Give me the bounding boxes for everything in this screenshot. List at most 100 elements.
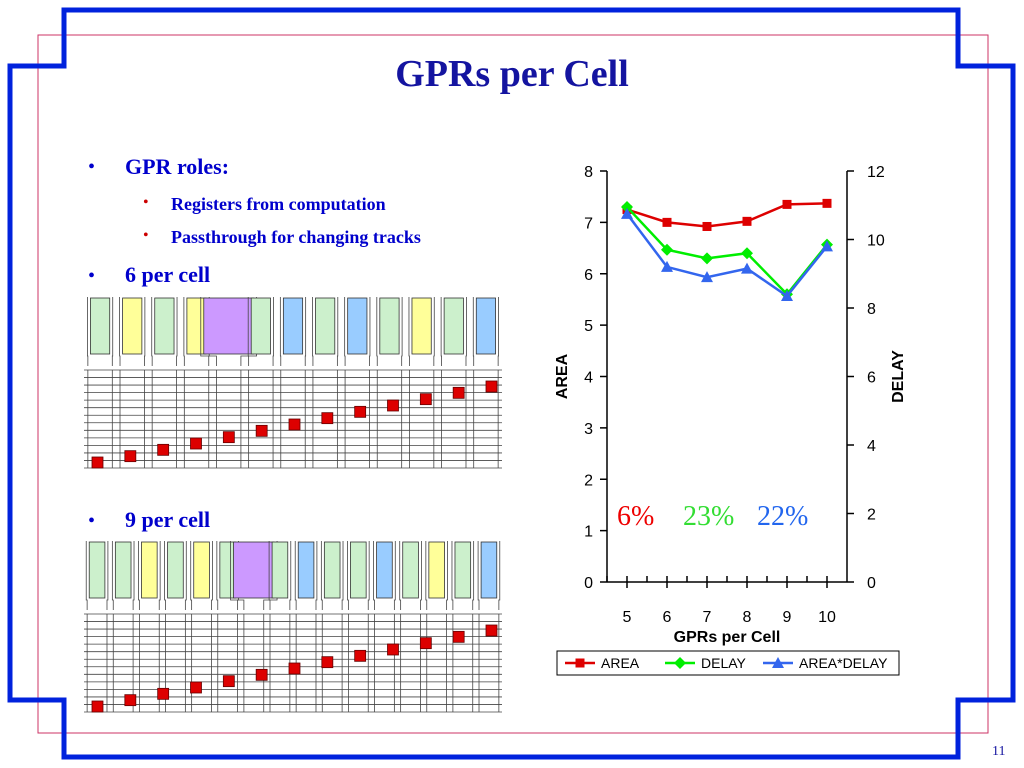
cell-outline xyxy=(399,541,422,610)
data-point xyxy=(621,200,633,213)
register-cell xyxy=(402,541,419,599)
register-marker xyxy=(321,656,334,669)
register-cell xyxy=(443,297,464,355)
bullet-gpr-roles: GPR roles: xyxy=(125,154,230,179)
bullet-dot: • xyxy=(88,510,96,532)
x-tick-label: 7 xyxy=(703,609,712,626)
legend-marker xyxy=(772,657,784,668)
register-marker xyxy=(91,700,104,713)
y-tick-label: 4 xyxy=(584,370,593,387)
y-tick-label: 1 xyxy=(584,524,593,541)
cell-outline xyxy=(85,541,109,610)
bullet-list: • GPR roles: • Registers from computatio… xyxy=(88,154,421,532)
register-cell xyxy=(480,541,498,599)
register-cell xyxy=(428,541,445,599)
slide-title: GPRs per Cell xyxy=(395,53,629,95)
legend-marker xyxy=(674,657,686,669)
data-point xyxy=(781,290,793,302)
register-cell xyxy=(114,541,132,599)
y2-tick-label: 10 xyxy=(867,233,885,250)
register-cell xyxy=(411,297,432,355)
cell-outline xyxy=(111,541,135,610)
sub-bullet-passthrough: Passthrough for changing tracks xyxy=(171,227,421,247)
register-marker xyxy=(255,668,268,681)
register-cell xyxy=(297,541,315,599)
cell-outline xyxy=(344,297,371,366)
y2-tick-label: 4 xyxy=(867,438,876,455)
y-tick-label: 3 xyxy=(584,421,593,438)
y-tick-label: 7 xyxy=(584,215,593,232)
cell-outline xyxy=(425,541,448,610)
y2-tick-label: 0 xyxy=(867,575,876,592)
cell-outline xyxy=(164,541,187,610)
register-marker xyxy=(354,649,367,662)
register-marker xyxy=(419,393,432,406)
inner-border xyxy=(37,34,989,734)
register-cell xyxy=(186,297,207,355)
y-tick-label: 2 xyxy=(584,472,593,489)
data-point xyxy=(741,247,753,260)
data-point xyxy=(621,207,633,219)
cell-outline xyxy=(408,297,435,366)
register-marker xyxy=(321,412,334,425)
y2-tick-label: 6 xyxy=(867,370,876,387)
register-marker xyxy=(124,694,137,707)
cell-outline xyxy=(472,297,499,366)
cell-outline xyxy=(190,541,213,610)
y2-tick-label: 12 xyxy=(867,164,885,181)
register-marker xyxy=(387,399,399,412)
bullet-dot: • xyxy=(88,265,96,287)
cell-outline xyxy=(294,541,318,610)
cell-outline xyxy=(268,541,292,610)
percent-annotation: 22% xyxy=(757,501,808,532)
register-cell xyxy=(271,541,289,599)
register-marker xyxy=(91,456,104,469)
six-per-cell-diagram xyxy=(84,297,502,469)
cell-outline xyxy=(451,541,475,610)
legend-box xyxy=(556,650,900,676)
data-point xyxy=(702,221,712,231)
register-marker xyxy=(419,637,432,650)
cell-outline xyxy=(87,297,114,366)
cell-outline xyxy=(373,541,396,610)
register-cell xyxy=(88,541,106,599)
cell-outline xyxy=(320,541,344,610)
register-cell xyxy=(141,541,158,599)
page-number: 11 xyxy=(992,744,1006,759)
nine-per-cell-diagram xyxy=(84,541,502,713)
register-marker xyxy=(124,450,137,463)
percent-annotation: 6% xyxy=(617,501,654,532)
register-marker xyxy=(288,662,301,675)
register-cell xyxy=(167,541,184,599)
data-point xyxy=(661,243,673,256)
bullet-six-per-cell: 6 per cell xyxy=(125,262,211,287)
register-marker xyxy=(452,630,465,643)
y-tick-label: 6 xyxy=(584,267,593,284)
register-marker xyxy=(222,675,235,688)
register-cell xyxy=(454,541,472,599)
register-cell xyxy=(90,297,111,355)
register-marker xyxy=(452,386,465,399)
data-point xyxy=(701,252,713,265)
register-cell xyxy=(379,297,400,355)
register-cell xyxy=(154,297,175,355)
cell-outline xyxy=(440,297,467,366)
bullet-dot: • xyxy=(88,156,96,178)
cell-outline xyxy=(119,297,146,366)
legend-label: AREA xyxy=(601,655,640,671)
cell-outline xyxy=(151,297,178,366)
register-cell xyxy=(323,541,341,599)
data-point xyxy=(821,240,833,252)
data-point xyxy=(661,260,673,272)
register-cell xyxy=(475,297,496,355)
register-marker xyxy=(190,437,202,450)
percent-annotation: 23% xyxy=(683,501,734,532)
register-cell xyxy=(122,297,143,355)
data-point xyxy=(822,198,832,208)
legend-marker xyxy=(575,658,585,668)
cell-outline xyxy=(138,541,161,610)
register-cell xyxy=(315,297,336,355)
